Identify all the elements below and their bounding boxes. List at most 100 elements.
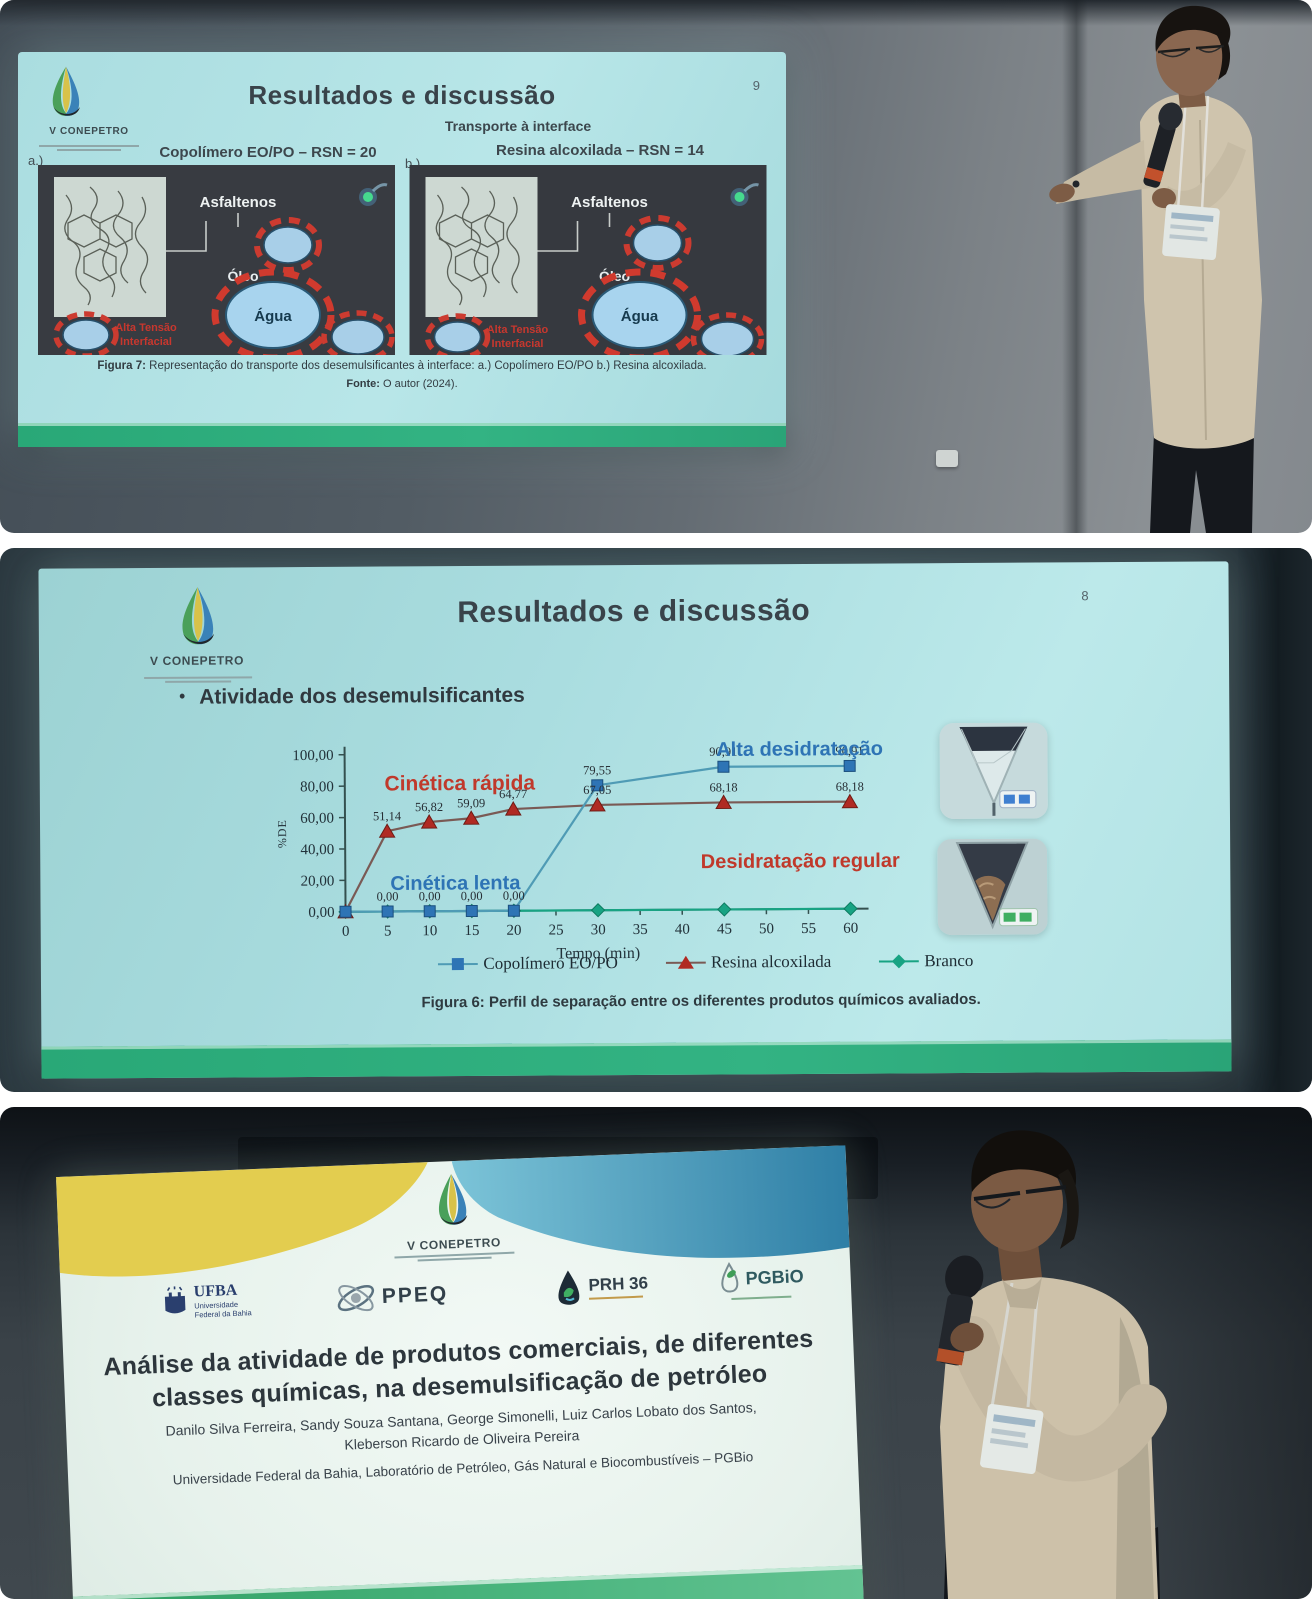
svg-text:20: 20 (506, 923, 521, 939)
legend-marker-square (438, 958, 479, 971)
pgbio-wordmark: PGBiO (745, 1265, 804, 1288)
logo-ufba: UFBA Universidade Federal da Bahia (161, 1281, 260, 1321)
label-asphaltenes: Asfaltenos (200, 194, 277, 211)
presenter-head (1156, 16, 1224, 96)
droplet-small-right (690, 312, 765, 355)
svg-text:20,00: 20,00 (301, 873, 335, 889)
legend-item-blank: Branco (879, 951, 973, 972)
svg-text:15: 15 (464, 923, 479, 939)
presenter-figure (1049, 5, 1262, 533)
conepetro-logo (169, 581, 227, 653)
wall-corner-shadow (1062, 0, 1088, 533)
legend-item-copolymer: Copolímero EO/PO (438, 953, 618, 974)
droplet-small-right (321, 310, 395, 355)
conepetro-logo (426, 1168, 479, 1234)
presenter-pants (1150, 432, 1254, 533)
svg-text:25: 25 (549, 922, 564, 938)
legend-marker-triangle (665, 955, 706, 969)
funnel-photo-high-dehydration (939, 722, 1048, 820)
figure-source-text: O autor (2024). (383, 378, 458, 390)
presenter-glasses (1157, 44, 1225, 54)
figure-caption-text: Representação do transporte dos desemuls… (149, 360, 707, 372)
label-tension-1: Alta Tensão (487, 324, 549, 336)
annotation-high-dehydration: Alta desidratação (716, 737, 884, 762)
svg-text:Tempo (min): Tempo (min) (556, 945, 640, 963)
legend-marker-diamond (879, 954, 920, 969)
figure-caption-label: Figura 7: (97, 360, 146, 372)
label-water: Água (254, 308, 292, 325)
presenter-badge (1162, 204, 1220, 261)
svg-text:56,82: 56,82 (415, 800, 443, 814)
molecule-image (425, 177, 538, 317)
bullet-dot: • (179, 686, 186, 706)
slide-cover: V CONEPETRO UFBA Universidade Federal da… (56, 1145, 868, 1599)
svg-text:51,14: 51,14 (373, 809, 402, 823)
svg-text:55: 55 (801, 921, 816, 937)
svg-text:10: 10 (422, 923, 437, 939)
prh36-drop-icon (558, 1270, 580, 1305)
ceiling-shadow (0, 0, 1312, 26)
figure-caption-label: Figura 6: (421, 993, 485, 1012)
ufba-crest-icon (164, 1286, 186, 1314)
demulsifier-dot (730, 183, 759, 206)
svg-text:%DE: %DE (275, 819, 289, 848)
logo-pgbio: PGBiO (717, 1259, 804, 1300)
page-number: 9 (752, 78, 760, 93)
slide-footer-band (72, 1564, 868, 1599)
label-tension-1: Alta Tensão (115, 322, 177, 334)
panel-b-header: Resina alcoxilada – RSN = 14 (495, 142, 705, 159)
droplet-small-top (623, 215, 692, 271)
legend-item-resin: Resina alcoxilada (665, 952, 831, 973)
svg-text:68,18: 68,18 (709, 780, 737, 794)
svg-text:0,00: 0,00 (308, 905, 334, 921)
svg-text:79,55: 79,55 (583, 763, 611, 777)
slide-activity: V CONEPETRO Resultados e discussão 8 • At… (38, 561, 1232, 1079)
annotation-slow-kinetics: Cinética lenta (390, 872, 521, 895)
svg-text:0: 0 (342, 924, 350, 940)
funnel-photo-regular-dehydration (937, 838, 1048, 936)
slide-footer-band (41, 1039, 1232, 1079)
label-tension-2: Interfacial (492, 338, 544, 350)
logo-prh36: PRH 36 (553, 1265, 649, 1309)
slide-footer-band (18, 423, 786, 447)
annotation-regular-dehydration: Desidratação regular (700, 849, 900, 874)
prh36-subtext-lines (589, 1295, 649, 1300)
bullet-item: • Atividade dos desemulsificantes (179, 684, 525, 710)
droplet-water-large: Água (578, 268, 701, 355)
svg-text:50: 50 (759, 921, 774, 937)
ufba-subtext: Universidade Federal da Bahia (194, 1299, 252, 1320)
light-switch (936, 450, 958, 467)
label-water: Água (621, 308, 659, 325)
svg-text:67,05: 67,05 (583, 783, 611, 797)
conepetro-subtitle-lines (143, 674, 253, 683)
cover-waves (56, 1145, 850, 1277)
svg-text:64,77: 64,77 (499, 787, 527, 801)
panel-a-diagram: Asfaltenos Óleo Água (38, 165, 395, 355)
panel-a-tag: a.) (28, 153, 44, 168)
figure-source: Fonte: O autor (2024). (38, 378, 766, 390)
presenter-glasses (973, 1185, 1067, 1201)
svg-text:0,00: 0,00 (419, 889, 441, 903)
conepetro-drop-icon (52, 66, 80, 116)
figure-caption-text: Perfil de separação entre os diferentes … (488, 990, 981, 1011)
bullet-text: Atividade dos desemulsificantes (199, 683, 525, 709)
wall-right-strip (1238, 548, 1312, 1092)
photo-bottom: V CONEPETRO UFBA Universidade Federal da… (0, 1107, 1312, 1599)
svg-text:59,09: 59,09 (457, 796, 485, 810)
svg-text:90,91: 90,91 (709, 745, 737, 759)
svg-text:35: 35 (633, 922, 648, 938)
conepetro-drop-icon (439, 1173, 468, 1225)
photo-top: V CONEPETRO Resultados e discussão 9 Tra… (0, 0, 1312, 533)
conepetro-drop-icon (182, 587, 215, 645)
figure-source-label: Fonte: (346, 378, 380, 390)
pgbio-drop-icon (721, 1262, 739, 1293)
presenter-figure (936, 1130, 1167, 1599)
photo-middle: V CONEPETRO Resultados e discussão 8 • At… (0, 548, 1312, 1092)
slide-subtitle: Transporte à interface (444, 118, 592, 134)
svg-text:90,91: 90,91 (835, 744, 863, 758)
svg-text:100,00: 100,00 (292, 748, 333, 764)
chart-legend: Copolímero EO/PO Resina alcoxilada Branc… (281, 950, 1131, 975)
conepetro-logo (42, 62, 90, 124)
slide-title: Resultados e discussão (457, 593, 811, 630)
logo-ppeq: PPEQ (333, 1273, 449, 1320)
